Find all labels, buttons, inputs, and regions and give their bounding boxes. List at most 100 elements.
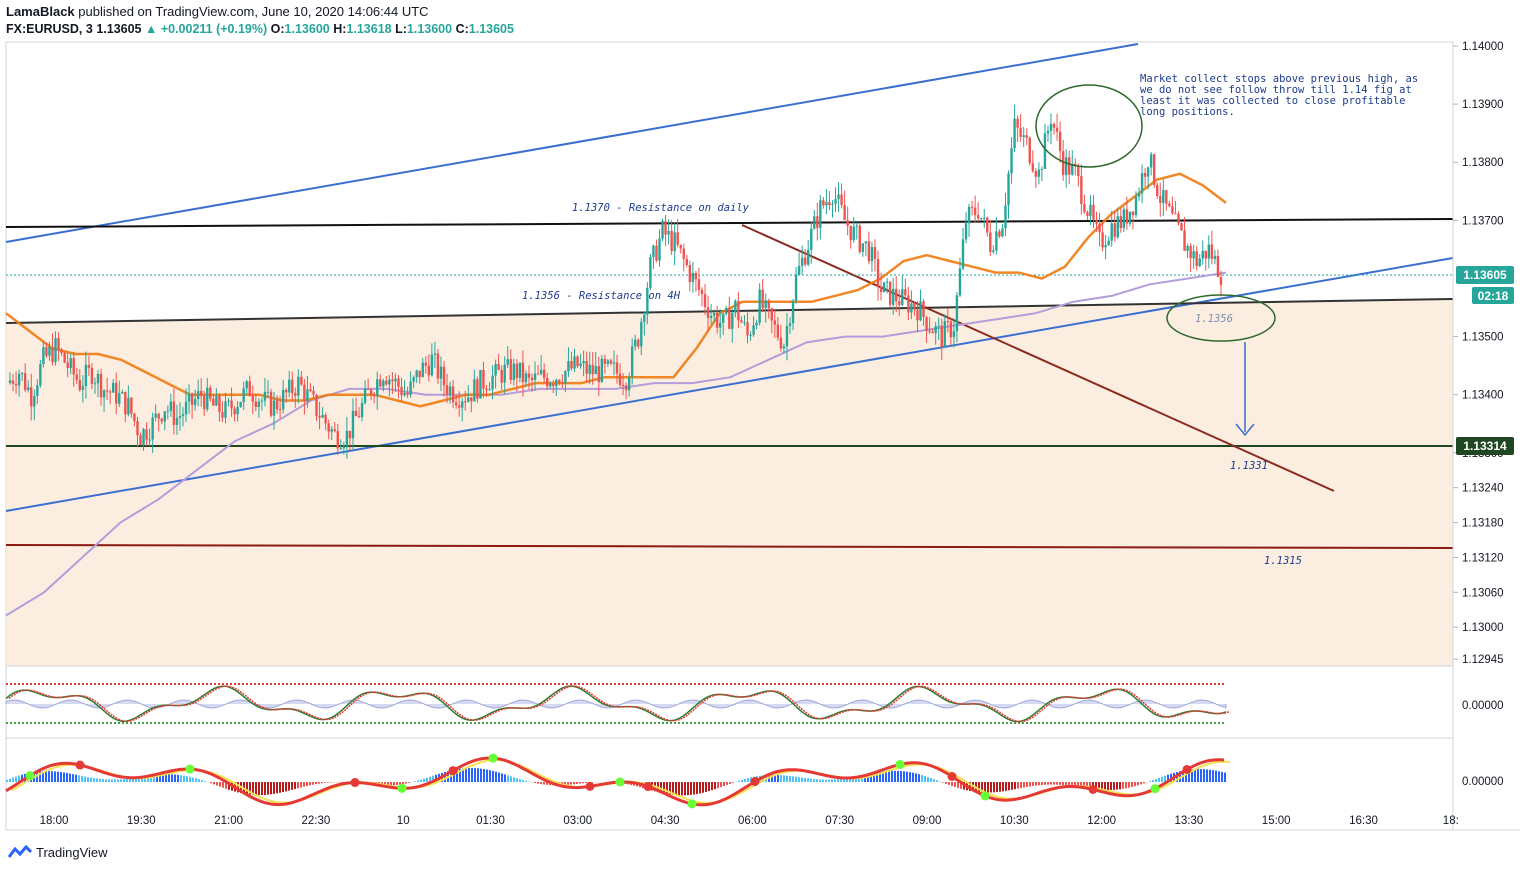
osc2-cross-dot: [1150, 784, 1160, 794]
candle-body: [1058, 131, 1062, 152]
osc2-bar: [807, 778, 809, 782]
candle-body: [564, 371, 567, 384]
candle-body: [1077, 165, 1080, 177]
candle-body: [160, 418, 163, 422]
candle-body: [1049, 123, 1053, 131]
osc2-bar: [1014, 782, 1016, 790]
candle-body: [943, 321, 946, 347]
osc2-bar: [786, 775, 788, 782]
osc2-bar: [42, 771, 44, 782]
candle-body: [369, 389, 373, 396]
down-arrow-icon: [1235, 423, 1255, 437]
osc2-bar: [264, 782, 266, 795]
osc2-bar: [276, 782, 278, 794]
candle-body: [1119, 216, 1123, 229]
candle-body: [1089, 204, 1092, 217]
osc2-bar: [942, 782, 944, 783]
candle-body: [427, 365, 431, 376]
candle-body: [898, 301, 901, 306]
osc2-bar: [468, 768, 470, 782]
osc2-bar: [936, 780, 938, 782]
symbol-legend: FX:EURUSD, 3 1.13605 ▲ +0.00211 (+0.19%)…: [6, 22, 514, 36]
support-line-1315[interactable]: [5, 544, 1454, 549]
osc2-bar: [1053, 782, 1055, 785]
candle-body: [418, 370, 421, 378]
author-name[interactable]: LamaBlack: [6, 4, 75, 19]
upper-channel-line[interactable]: [5, 43, 1139, 243]
candle-body: [1186, 245, 1189, 251]
candle-body: [184, 401, 188, 415]
candle-body: [752, 325, 755, 335]
candle-body: [445, 385, 449, 395]
candle-body: [973, 207, 977, 216]
candle-body: [755, 322, 758, 326]
time-axis-labels: 18:00 19:30 21:00 22:30 10 01:30 03:00 04:30 06:…: [40, 815, 1459, 827]
osc2-bar: [777, 774, 779, 782]
candle-body: [864, 241, 868, 244]
osc2-bar: [291, 782, 293, 790]
candle-body: [1061, 151, 1065, 175]
candle-body: [151, 417, 154, 440]
candle-body: [876, 259, 880, 287]
candle-body: [242, 388, 245, 403]
osc2-bar: [1155, 778, 1157, 782]
candle-body: [1098, 223, 1101, 233]
candle-body: [391, 379, 394, 382]
osc2-bar: [1038, 782, 1040, 786]
candle-body: [937, 325, 940, 327]
publish-info: published on TradingView.com, June 10, 2…: [78, 4, 429, 19]
osc2-bar: [210, 782, 212, 784]
osc2-bar: [228, 782, 230, 790]
osc2-bar: [309, 782, 311, 786]
target-circle-1356[interactable]: [1166, 294, 1276, 342]
osc2-bar: [960, 782, 962, 789]
candle-body: [394, 378, 397, 382]
candle-body: [606, 360, 610, 364]
candle-body: [1143, 173, 1147, 177]
candle-body: [1031, 163, 1034, 172]
candle-body: [442, 366, 446, 386]
candle-body: [121, 391, 124, 394]
candle-body: [928, 330, 931, 332]
resistance-daily-line[interactable]: [5, 218, 1454, 228]
candle-body: [333, 429, 336, 432]
stop-hunt-circle[interactable]: [1035, 84, 1143, 168]
osc2-bar: [177, 774, 179, 782]
price-change: ▲ +0.00211 (+0.19%): [144, 22, 268, 36]
countdown-badge: [1472, 287, 1514, 304]
osc2-bar: [792, 776, 794, 782]
candle-body: [600, 358, 604, 383]
osc2-bar: [795, 776, 797, 782]
osc2-bar: [534, 782, 536, 784]
osc2-bar: [1050, 782, 1052, 785]
osc2-bar: [837, 779, 839, 782]
osc2-bar: [507, 775, 509, 782]
candle-body: [679, 244, 682, 249]
candle-body: [913, 303, 916, 310]
osc2-bar: [732, 782, 734, 783]
downtrend-line[interactable]: [741, 224, 1335, 492]
osc2-bar: [747, 778, 749, 782]
rising-trendline[interactable]: [5, 257, 1454, 512]
candle-body: [888, 281, 892, 305]
candle-body: [1204, 250, 1207, 259]
candle-body: [758, 289, 761, 323]
osc2-bar: [390, 782, 392, 786]
footer-brand[interactable]: TradingView: [8, 844, 108, 860]
osc2-bar: [1221, 771, 1223, 782]
osc2-cross-dot: [643, 782, 653, 792]
candle-body: [221, 412, 224, 418]
candle-body: [476, 379, 479, 399]
oscillator-pane-1[interactable]: [5, 665, 1454, 739]
candle-body: [552, 383, 555, 386]
symbol-name[interactable]: FX:EURUSD, 3: [6, 22, 93, 36]
label-res-daily: 1.1370 - Resistance on daily: [572, 202, 750, 214]
osc2-bar: [261, 782, 263, 796]
candle-body: [351, 410, 355, 439]
osc2-bar: [1212, 770, 1214, 782]
candle-body: [749, 334, 752, 336]
osc2-bar: [189, 776, 191, 782]
candle-body: [14, 383, 18, 386]
candle-body: [157, 413, 160, 419]
